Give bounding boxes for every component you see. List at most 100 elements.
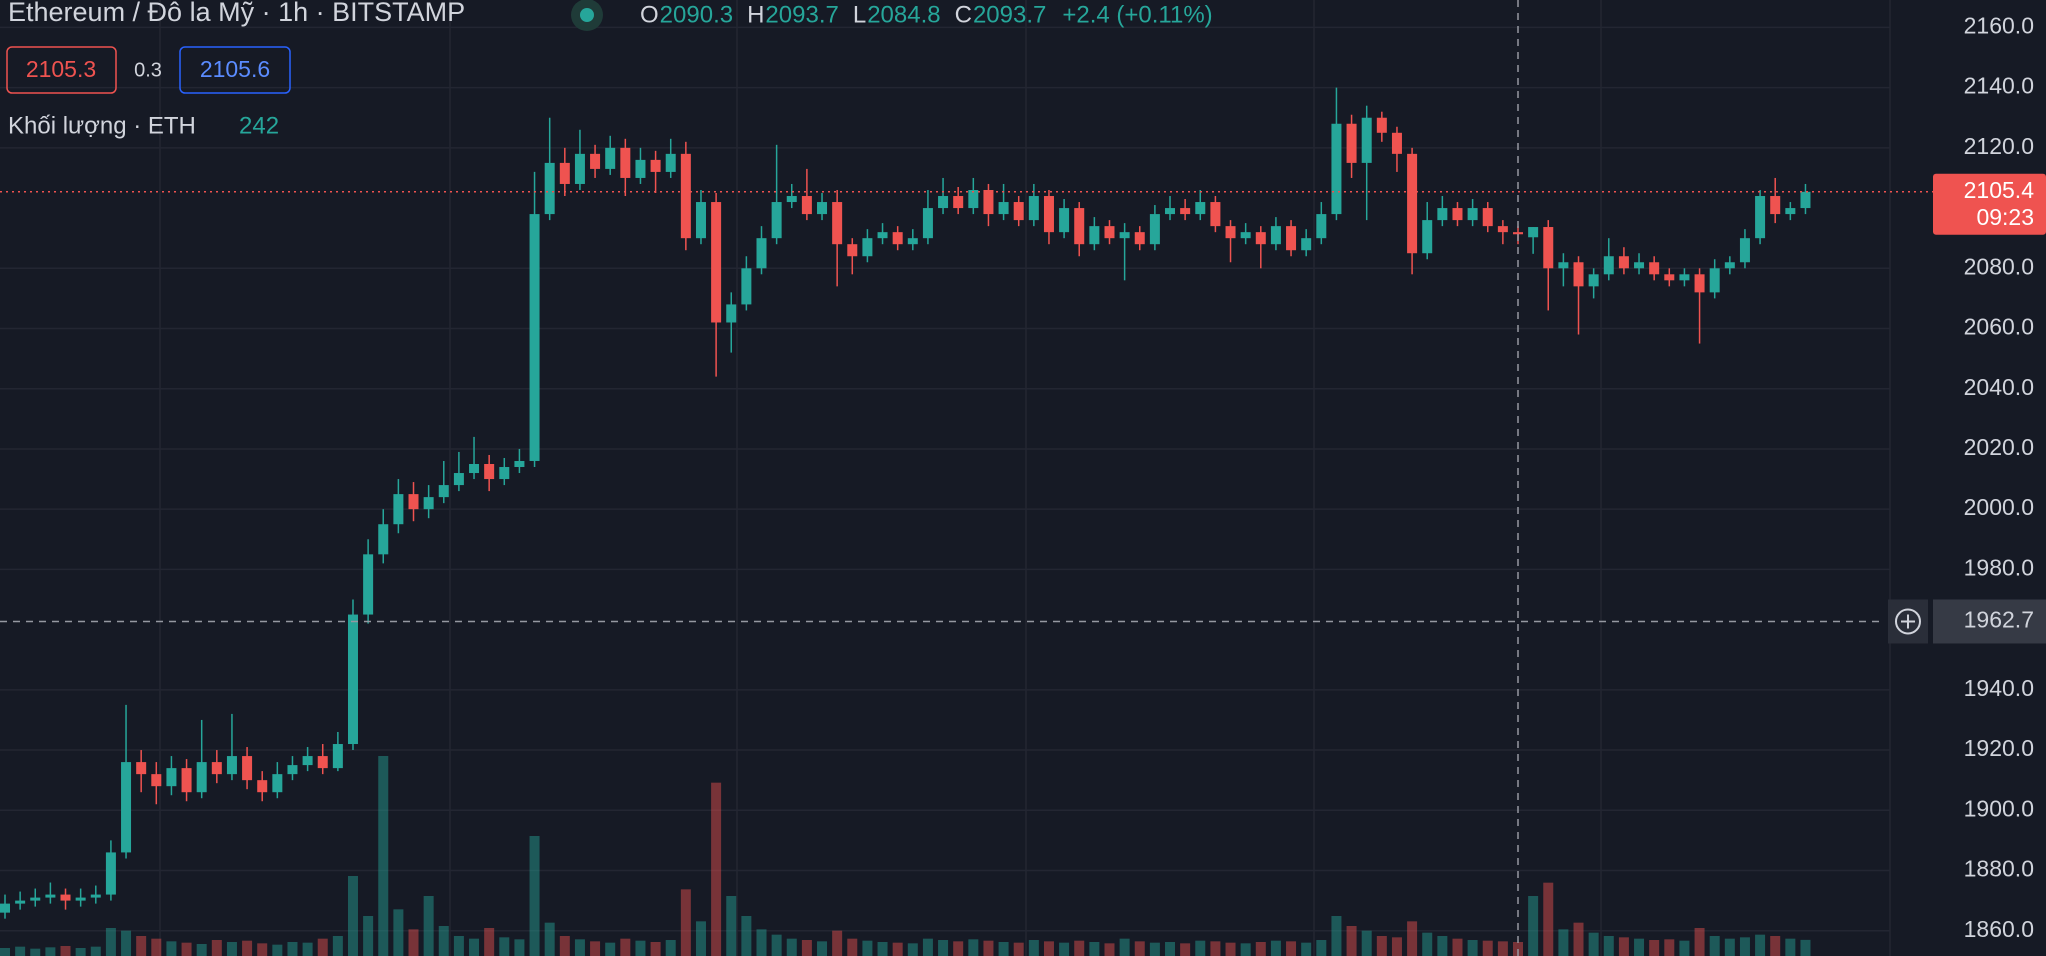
candle-body bbox=[1800, 191, 1811, 209]
ask-box[interactable] bbox=[179, 46, 291, 94]
last-price: 2105.4 bbox=[1964, 177, 2035, 203]
candle-body bbox=[60, 894, 71, 901]
candle-body bbox=[1059, 208, 1070, 233]
candle-body bbox=[907, 238, 918, 245]
candle-body bbox=[1770, 196, 1781, 215]
volume-bar bbox=[1407, 921, 1418, 956]
volume-bar bbox=[257, 943, 268, 956]
volume-bar bbox=[317, 938, 328, 956]
candle-body bbox=[1043, 196, 1054, 233]
volume-bar bbox=[953, 941, 964, 956]
candle-body bbox=[453, 473, 464, 486]
volume-bar bbox=[1165, 942, 1176, 956]
volume-bar bbox=[590, 941, 601, 956]
candle-body bbox=[1089, 226, 1100, 245]
volume-bar bbox=[1210, 941, 1221, 956]
volume-bar bbox=[1785, 938, 1796, 956]
volume-bar bbox=[0, 948, 10, 956]
candle-body bbox=[1119, 232, 1130, 239]
volume-bar bbox=[1724, 938, 1735, 956]
y-tick-label: 2000.0 bbox=[1964, 494, 2034, 520]
volume-bar bbox=[1437, 936, 1448, 956]
candle-body bbox=[938, 196, 949, 209]
volume-bar bbox=[1755, 934, 1766, 956]
volume-bar bbox=[574, 939, 585, 956]
candle-body bbox=[1649, 262, 1660, 275]
candle-body bbox=[1331, 123, 1342, 215]
volume-bar bbox=[272, 944, 283, 956]
y-tick-label: 2040.0 bbox=[1964, 374, 2034, 400]
volume-bar bbox=[892, 942, 903, 956]
volume-bar bbox=[1376, 936, 1387, 956]
candle-body bbox=[45, 894, 56, 898]
candle-body bbox=[1361, 117, 1372, 163]
candle-body bbox=[1225, 226, 1236, 239]
status-dot bbox=[580, 8, 594, 22]
candle-body bbox=[847, 244, 858, 257]
candle-body bbox=[408, 494, 419, 510]
candle-body bbox=[1755, 196, 1766, 239]
volume-bar bbox=[786, 938, 797, 956]
candle-body bbox=[272, 774, 283, 793]
ohlc-key: L bbox=[853, 1, 866, 28]
candle-body bbox=[0, 903, 10, 913]
y-tick-label: 2140.0 bbox=[1964, 73, 2034, 99]
crosshair-price-box bbox=[1933, 599, 2046, 644]
volume-bar bbox=[1013, 942, 1024, 956]
volume-bar bbox=[907, 943, 918, 956]
candle-body bbox=[665, 153, 676, 172]
volume-label: Khối lượng · ETH bbox=[8, 112, 196, 139]
y-tick-label: 1920.0 bbox=[1964, 735, 2034, 761]
candle-body bbox=[1452, 208, 1463, 221]
candle-body bbox=[1210, 202, 1221, 227]
volume-bar bbox=[1119, 938, 1130, 956]
crosshair-plus-sign bbox=[1901, 614, 1915, 629]
candle-body bbox=[650, 159, 661, 172]
candle-body bbox=[1724, 262, 1735, 269]
candle-body bbox=[1028, 196, 1039, 221]
volume-bar bbox=[1588, 932, 1599, 956]
candle-body bbox=[499, 467, 510, 480]
candle-body bbox=[1301, 238, 1312, 251]
candle-body bbox=[1149, 214, 1160, 245]
candle-body bbox=[378, 524, 389, 555]
volume-bar bbox=[771, 934, 782, 956]
volume-bar bbox=[1104, 943, 1115, 956]
candle-body bbox=[1270, 226, 1281, 245]
candle-body bbox=[1013, 202, 1024, 221]
volume-bar bbox=[499, 937, 510, 956]
candle-body bbox=[998, 202, 1009, 215]
candle-body bbox=[166, 768, 177, 787]
candle-body bbox=[423, 497, 434, 510]
volume-bar bbox=[1361, 930, 1372, 956]
candle-body bbox=[121, 762, 132, 853]
candle-body bbox=[1104, 226, 1115, 239]
candle-body bbox=[771, 202, 782, 239]
volume-bar bbox=[801, 940, 812, 956]
candle-body bbox=[514, 460, 525, 468]
volume-bar bbox=[620, 938, 631, 956]
candle-body bbox=[635, 159, 646, 178]
volume-bar bbox=[1664, 939, 1675, 956]
candle-body bbox=[211, 762, 222, 775]
candle-body bbox=[393, 494, 404, 525]
volume-bar bbox=[1634, 938, 1645, 956]
bid-box[interactable] bbox=[6, 46, 117, 94]
volume-bar bbox=[1255, 942, 1266, 956]
bid-price: 2105.3 bbox=[26, 56, 96, 82]
candle-body bbox=[1195, 202, 1206, 215]
volume-bar bbox=[378, 756, 389, 956]
volume-bar bbox=[1286, 941, 1297, 956]
candle-body bbox=[484, 463, 495, 480]
candle-body bbox=[786, 196, 797, 203]
y-tick-label: 2020.0 bbox=[1964, 434, 2034, 460]
y-tick-label: 2120.0 bbox=[1964, 133, 2034, 159]
candle-body bbox=[1543, 227, 1554, 269]
volume-bar bbox=[121, 930, 132, 956]
candle-body bbox=[529, 214, 540, 461]
volume-bar bbox=[166, 941, 177, 956]
crosshair-plus bbox=[1895, 608, 1921, 635]
candle-body bbox=[1664, 274, 1675, 281]
volume-bar bbox=[1149, 942, 1160, 956]
